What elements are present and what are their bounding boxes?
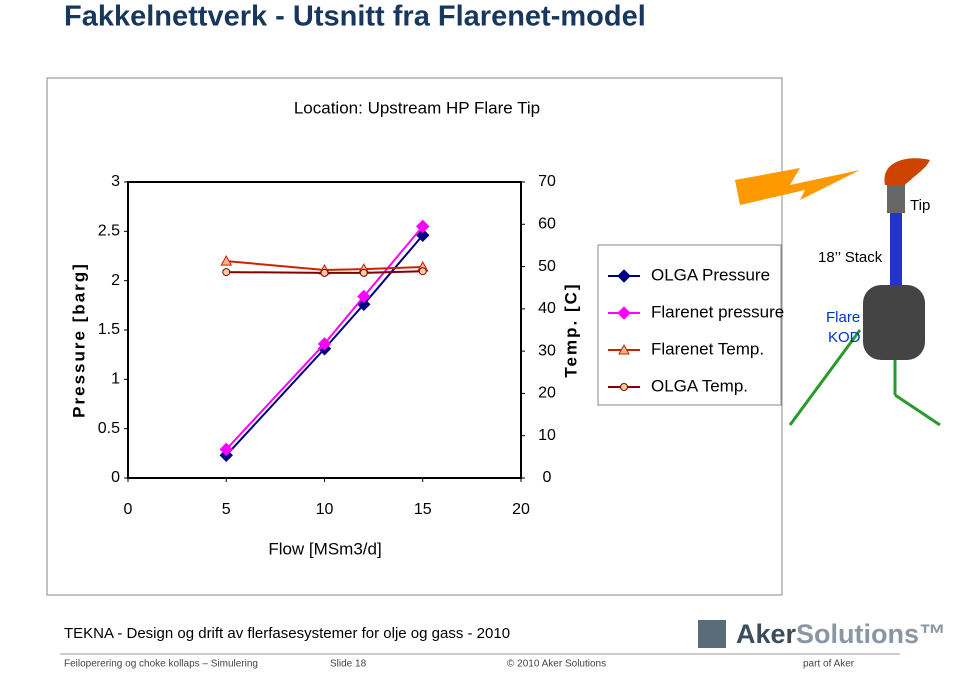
footer-text: Feiloperering og choke kollaps – Simuler… bbox=[64, 659, 258, 670]
flame bbox=[884, 158, 930, 185]
diagram-label: KOD bbox=[828, 329, 861, 346]
series-line bbox=[226, 260, 423, 271]
x-tick-label: 5 bbox=[222, 501, 231, 518]
marker bbox=[416, 219, 430, 234]
logo-part: Aker bbox=[736, 619, 797, 649]
lightning bbox=[735, 168, 860, 205]
y-tick-label: 2 bbox=[111, 272, 120, 289]
chart-title: Location: Upstream HP Flare Tip bbox=[294, 98, 540, 117]
tip bbox=[887, 185, 905, 213]
series-line bbox=[225, 225, 424, 451]
diagram-label: Tip bbox=[910, 197, 930, 214]
marker bbox=[357, 289, 371, 304]
marker bbox=[320, 268, 329, 277]
y-axis-label: Pressure [barg] bbox=[69, 262, 88, 418]
x-tick-label: 0 bbox=[124, 501, 133, 518]
kod-vessel bbox=[863, 285, 925, 360]
x-tick-label: 20 bbox=[512, 501, 530, 518]
marker bbox=[317, 337, 332, 351]
legend-marker bbox=[620, 383, 628, 391]
y2-tick-label: 30 bbox=[538, 342, 556, 359]
marker bbox=[219, 442, 233, 457]
legend-box bbox=[597, 244, 782, 406]
legend-label: OLGA Temp. bbox=[651, 376, 748, 395]
legend-label: OLGA Pressure bbox=[651, 265, 770, 284]
flare-diagram: Tip 18’’ Stack Flare KOD bbox=[46, 77, 941, 596]
legend-label: Flarenet Temp. bbox=[651, 339, 764, 358]
legend-marker bbox=[617, 269, 631, 283]
stack bbox=[890, 213, 902, 288]
legend-marker bbox=[618, 343, 630, 355]
y2-tick-label: 60 bbox=[538, 216, 556, 233]
footer-text: part of Aker bbox=[803, 659, 855, 670]
marker bbox=[359, 268, 368, 277]
y-tick-label: 3 bbox=[111, 173, 120, 190]
slide-title: Fakkelnettverk - Utsnitt fra Flarenet-mo… bbox=[64, 1, 646, 33]
chart: Location: Upstream HP Flare Tip 0 0.5 1 1.5 2… bbox=[69, 98, 784, 558]
legend-marker bbox=[617, 306, 631, 320]
marker bbox=[418, 267, 427, 276]
logo-mark bbox=[698, 620, 726, 648]
footer-text: © 2010 Aker Solutions bbox=[507, 659, 606, 670]
y-tick-label: 1.5 bbox=[98, 321, 120, 338]
y2-tick-label: 70 bbox=[538, 173, 556, 190]
subtitle: TEKNA - Design og drift av flerfasesyste… bbox=[64, 625, 510, 642]
marker bbox=[220, 255, 233, 266]
footer-text: Slide 18 bbox=[330, 659, 367, 670]
x-axis-label: Flow [MSm3/d] bbox=[268, 539, 381, 558]
y-tick-label: 2.5 bbox=[98, 223, 120, 240]
marker bbox=[222, 268, 231, 277]
y-tick-label: 0 bbox=[111, 469, 120, 486]
y2-axis-label: Temp. [C] bbox=[561, 282, 580, 377]
pipe bbox=[894, 393, 941, 427]
series-line bbox=[226, 270, 423, 274]
x-tick-label: 15 bbox=[414, 501, 432, 518]
y-tick-label: 1 bbox=[111, 371, 120, 388]
diagram-label: 18’’ Stack bbox=[818, 249, 883, 266]
series-line bbox=[225, 234, 424, 456]
legend-label: Flarenet pressure bbox=[651, 302, 784, 321]
y2-tick-label: 40 bbox=[538, 300, 556, 317]
chart-frame bbox=[46, 77, 783, 596]
marker bbox=[416, 228, 430, 242]
x-tick-label: 10 bbox=[316, 501, 334, 518]
y2-tick-label: 20 bbox=[538, 385, 556, 402]
y2-tick-label: 0 bbox=[543, 469, 552, 486]
y-tick-label: 0.5 bbox=[98, 420, 120, 437]
logo: AkerSolutions™ bbox=[736, 619, 946, 649]
pipe bbox=[788, 329, 862, 426]
y2-tick-label: 50 bbox=[538, 258, 556, 275]
diagram-label: Flare bbox=[826, 309, 860, 326]
y2-tick-label: 10 bbox=[538, 427, 556, 444]
plot-area bbox=[127, 181, 522, 479]
logo-part: Solutions™ bbox=[796, 619, 946, 649]
